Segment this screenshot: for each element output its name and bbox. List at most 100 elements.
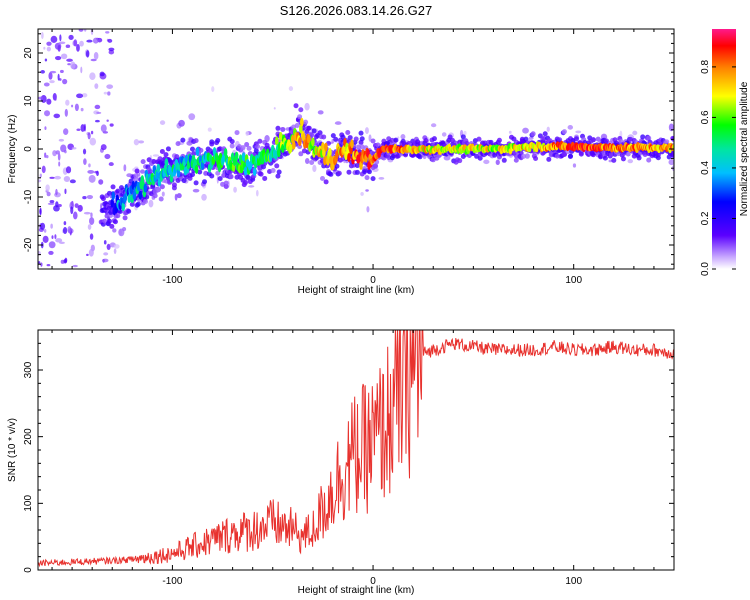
noise-speck bbox=[48, 72, 53, 80]
ridge-halo bbox=[431, 136, 437, 142]
ridge-core bbox=[299, 124, 303, 134]
noise-speck bbox=[430, 123, 437, 128]
ridge-core bbox=[127, 193, 132, 203]
noise-speck bbox=[80, 124, 85, 132]
y-tick-label: 20 bbox=[23, 47, 34, 59]
ridge-core bbox=[342, 144, 346, 154]
noise-speck bbox=[89, 233, 94, 240]
noise-speck bbox=[90, 130, 94, 135]
noise-speck bbox=[83, 158, 87, 166]
ridge-halo bbox=[115, 213, 121, 219]
noise-speck bbox=[70, 61, 76, 70]
y-tick-label: -10 bbox=[23, 189, 34, 204]
ridge-halo bbox=[298, 151, 304, 157]
noise-speck bbox=[58, 138, 65, 142]
noise-speck bbox=[192, 188, 200, 193]
noise-speck bbox=[360, 191, 364, 196]
noise-speck bbox=[63, 221, 67, 226]
ridge-halo bbox=[100, 196, 106, 202]
x-tick-label: -100 bbox=[162, 576, 182, 587]
noise-speck bbox=[67, 226, 72, 234]
ridge-core bbox=[288, 143, 293, 153]
ridge-halo bbox=[297, 144, 303, 150]
noise-speck bbox=[567, 125, 574, 130]
noise-speck bbox=[45, 155, 49, 159]
noise-speck bbox=[233, 186, 237, 193]
noise-speck bbox=[211, 86, 215, 93]
noise-speck bbox=[62, 78, 68, 85]
noise-speck bbox=[317, 110, 324, 115]
noise-speck bbox=[94, 83, 99, 89]
ridge-halo bbox=[356, 144, 362, 150]
ridge-halo bbox=[175, 141, 181, 147]
noise-speck bbox=[61, 53, 68, 60]
noise-speck bbox=[508, 130, 512, 134]
ridge-core bbox=[111, 191, 116, 201]
noise-speck bbox=[46, 41, 52, 46]
ridge-halo bbox=[523, 136, 529, 142]
noise-speck bbox=[118, 228, 125, 237]
ridge-halo bbox=[655, 152, 661, 158]
ridge-halo bbox=[501, 157, 507, 163]
ridge-halo bbox=[276, 169, 282, 175]
ridge-halo bbox=[280, 126, 286, 132]
ridge-halo bbox=[171, 185, 177, 191]
noise-speck bbox=[256, 189, 259, 197]
noise-speck bbox=[108, 162, 114, 167]
noise-speck bbox=[93, 52, 99, 60]
snr-series-line bbox=[38, 330, 674, 568]
noise-speck bbox=[201, 193, 207, 201]
ridge-halo bbox=[567, 153, 573, 159]
noise-speck bbox=[87, 169, 95, 174]
noise-speck bbox=[88, 163, 91, 168]
noise-speck bbox=[54, 234, 57, 240]
ridge-halo bbox=[423, 138, 429, 144]
noise-speck bbox=[47, 202, 55, 205]
colorbar-label: Normalized spectral amplitude bbox=[739, 81, 750, 216]
ridge-halo bbox=[364, 175, 370, 181]
noise-speck bbox=[378, 176, 385, 180]
noise-speck bbox=[50, 35, 58, 43]
ridge-halo bbox=[546, 156, 552, 162]
ridge-halo bbox=[163, 152, 169, 158]
noise-speck bbox=[94, 104, 101, 110]
noise-speck bbox=[84, 29, 87, 32]
noise-speck bbox=[77, 204, 83, 212]
ridge-halo bbox=[625, 151, 631, 157]
noise-speck bbox=[113, 244, 120, 249]
noise-speck bbox=[88, 175, 96, 183]
ridge-halo bbox=[345, 129, 351, 135]
noise-speck bbox=[668, 159, 674, 166]
noise-speck bbox=[65, 166, 72, 174]
ridge-halo bbox=[274, 163, 280, 169]
ridge-halo bbox=[147, 169, 153, 175]
noise-speck bbox=[161, 191, 165, 197]
noise-speck bbox=[368, 134, 372, 142]
noise-speck bbox=[64, 108, 68, 117]
x-tick-label: -100 bbox=[162, 275, 182, 286]
noise-speck bbox=[81, 93, 88, 98]
noise-speck bbox=[86, 39, 93, 43]
noise-speck bbox=[82, 148, 87, 155]
colorbar-tick-label: 0.4 bbox=[700, 161, 711, 175]
noise-speck bbox=[89, 217, 95, 225]
noise-speck bbox=[365, 189, 369, 192]
ridge-halo bbox=[258, 171, 264, 177]
ridge-halo bbox=[135, 201, 141, 207]
noise-speck bbox=[58, 161, 61, 167]
noise-speck bbox=[43, 229, 47, 233]
ridge-halo bbox=[533, 155, 539, 161]
ridge-halo bbox=[159, 184, 165, 190]
ridge-halo bbox=[370, 138, 376, 144]
figure-title: S126.2026.083.14.26.G27 bbox=[280, 3, 433, 18]
noise-speck bbox=[80, 66, 83, 74]
noise-speck bbox=[38, 179, 42, 183]
noise-speck bbox=[65, 44, 71, 49]
ridge-halo bbox=[334, 163, 340, 169]
snr-ylabel: SNR (10 * v/v) bbox=[7, 418, 18, 482]
ridge-halo bbox=[636, 155, 642, 161]
y-tick-label: 200 bbox=[23, 428, 34, 445]
ridge-halo bbox=[561, 151, 567, 157]
noise-speck bbox=[113, 248, 117, 254]
